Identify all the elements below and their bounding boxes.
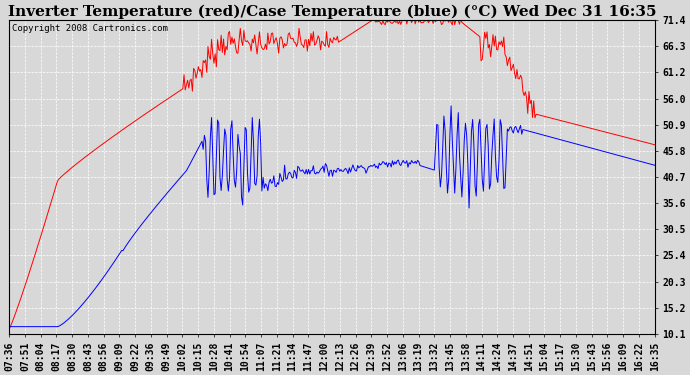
Title: Inverter Temperature (red)/Case Temperature (blue) (°C) Wed Dec 31 16:35: Inverter Temperature (red)/Case Temperat… — [8, 4, 656, 18]
Text: Copyright 2008 Cartronics.com: Copyright 2008 Cartronics.com — [12, 24, 168, 33]
